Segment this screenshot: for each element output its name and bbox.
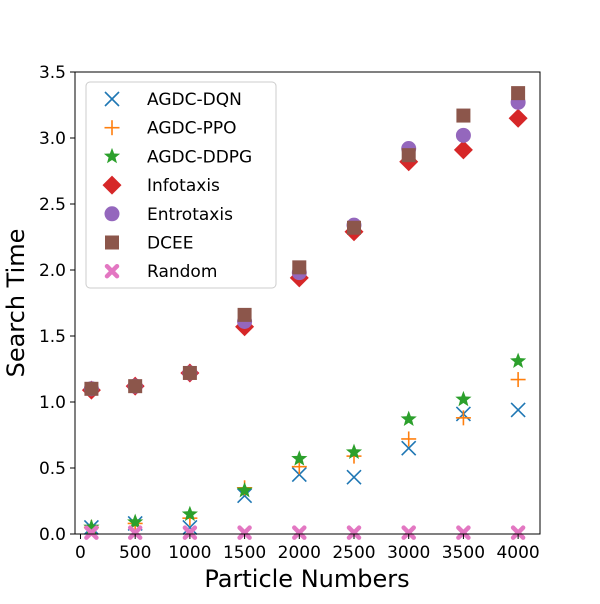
legend-label: Random xyxy=(147,262,217,282)
data-point xyxy=(511,86,526,101)
data-point xyxy=(455,390,472,407)
data-point xyxy=(346,469,362,485)
data-point xyxy=(292,525,307,540)
x-tick-label: 1000 xyxy=(168,543,211,563)
legend-marker xyxy=(104,120,120,136)
legend-marker xyxy=(104,91,120,107)
series-random xyxy=(84,525,526,540)
legend-item: AGDC-DQN xyxy=(104,90,242,110)
data-point xyxy=(236,481,253,498)
legend-label: DCEE xyxy=(147,234,193,254)
data-point xyxy=(127,525,143,540)
data-point xyxy=(83,518,100,535)
legend-marker xyxy=(104,263,120,279)
series-agdc-ddpg xyxy=(83,352,527,535)
legend-marker xyxy=(105,235,119,250)
legend-label: AGDC-DQN xyxy=(147,90,242,110)
data-point xyxy=(510,525,526,540)
y-tick-label: 1.0 xyxy=(39,393,66,413)
y-tick-label: 2.5 xyxy=(39,195,66,215)
legend-marker xyxy=(102,175,122,195)
x-tick-label: 0 xyxy=(75,543,86,563)
legend-item: Infotaxis xyxy=(102,175,220,196)
y-tick-label: 0.0 xyxy=(39,525,66,545)
data-point xyxy=(508,108,528,128)
x-tick-label: 3500 xyxy=(442,543,485,563)
data-point xyxy=(292,260,307,275)
data-point xyxy=(510,402,526,418)
y-tick-label: 2.0 xyxy=(39,261,66,281)
data-point xyxy=(128,379,143,394)
x-tick-label: 2000 xyxy=(278,543,321,563)
data-point xyxy=(510,372,526,388)
legend-marker xyxy=(103,147,121,164)
legend-label: AGDC-DDPG xyxy=(147,147,252,167)
legend-item: AGDC-DDPG xyxy=(103,147,252,167)
data-point xyxy=(401,440,417,456)
y-tick-label: 3.0 xyxy=(39,129,66,149)
data-point xyxy=(237,525,252,540)
x-tick-label: 4000 xyxy=(496,543,539,563)
series-dcee xyxy=(84,86,526,396)
data-point xyxy=(237,488,253,504)
x-tick-label: 1500 xyxy=(223,543,266,563)
data-point xyxy=(453,140,473,160)
data-point xyxy=(345,443,363,460)
y-tick-label: 0.5 xyxy=(39,459,66,479)
data-point xyxy=(181,505,198,522)
data-point xyxy=(456,108,471,123)
y-tick-label: 3.5 xyxy=(39,63,66,83)
legend: AGDC-DQN AGDC-PPO AGDC-DDPG Infotaxis Entrot… xyxy=(85,81,277,289)
data-point xyxy=(347,220,361,235)
data-point xyxy=(182,365,197,380)
data-point xyxy=(455,127,471,143)
legend-label: AGDC-PPO xyxy=(147,119,236,139)
x-axis-label: Particle Numbers xyxy=(204,565,409,593)
legend-item: Random xyxy=(104,262,217,282)
data-points xyxy=(81,86,528,540)
data-point xyxy=(401,431,417,447)
data-point xyxy=(84,381,99,396)
plot-frame xyxy=(74,71,541,535)
data-point xyxy=(182,525,198,540)
data-point xyxy=(127,513,144,529)
legend-item: AGDC-PPO xyxy=(104,119,236,139)
data-point xyxy=(510,352,527,368)
axis-ticks: 0 500 1000 1500 2000 2500 3000 3500 4000 0.0 0.5 1.… xyxy=(39,63,540,563)
x-tick-label: 3000 xyxy=(387,543,430,563)
data-point xyxy=(346,525,362,540)
legend-item: DCEE xyxy=(105,234,193,254)
data-point xyxy=(182,519,198,535)
x-tick-label: 500 xyxy=(119,543,151,563)
data-point xyxy=(455,410,471,426)
legend-item: Entrotaxis xyxy=(104,205,233,225)
data-point xyxy=(456,525,471,540)
legend-frame xyxy=(85,81,277,289)
data-point xyxy=(291,467,307,483)
x-tick-label: 2500 xyxy=(332,543,375,563)
data-point xyxy=(400,410,417,427)
data-point xyxy=(237,307,252,322)
data-point xyxy=(401,525,416,540)
legend-label: Infotaxis xyxy=(147,176,220,196)
data-point xyxy=(84,525,99,540)
y-tick-label: 1.5 xyxy=(39,327,66,347)
data-point xyxy=(291,450,308,466)
legend-label: Entrotaxis xyxy=(147,205,233,225)
legend-marker xyxy=(104,206,120,222)
data-point xyxy=(401,148,416,163)
y-axis-label: Search Time xyxy=(2,229,30,378)
